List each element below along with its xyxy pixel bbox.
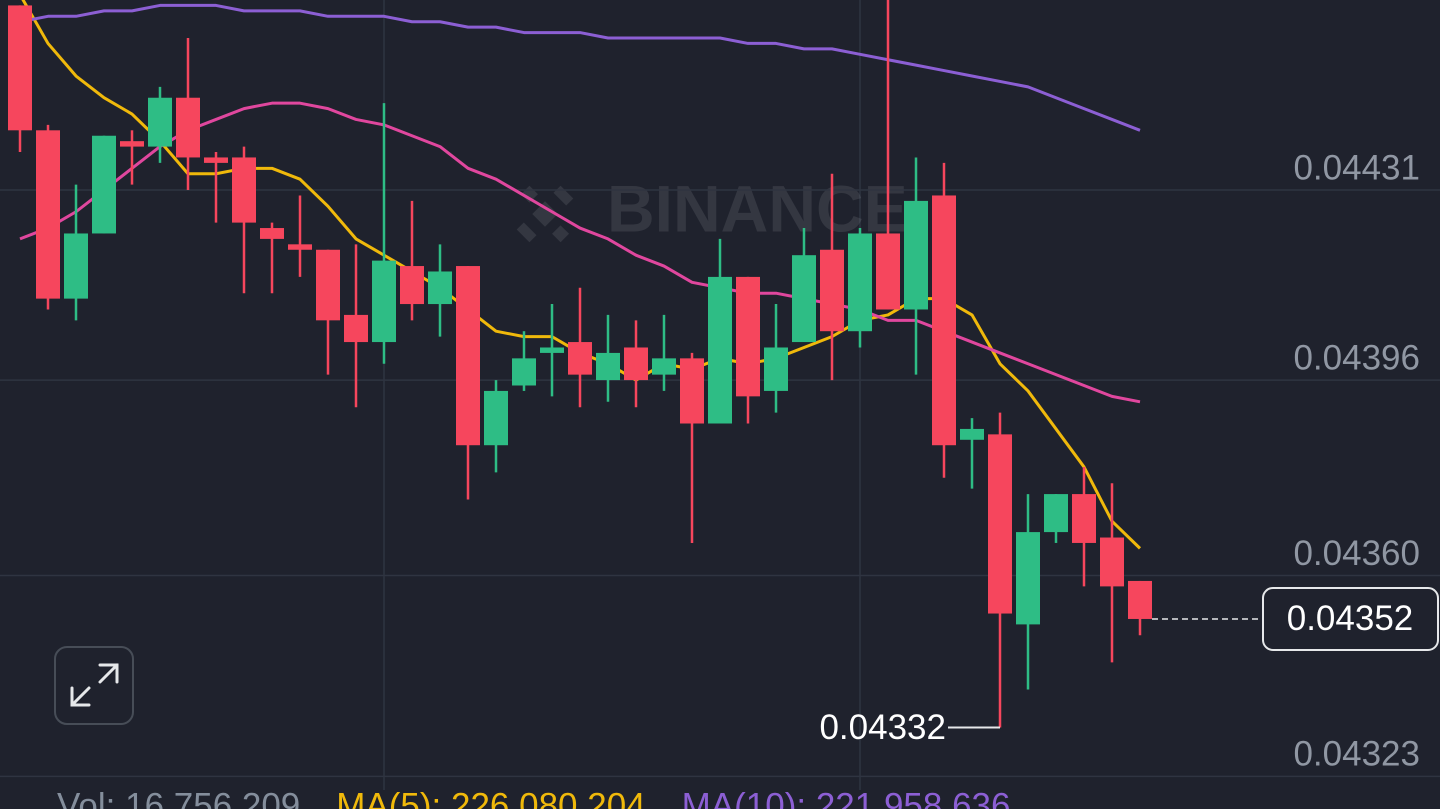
candle-body xyxy=(148,97,172,147)
y-tick-label: 0.04396 xyxy=(1293,338,1420,377)
candle-body xyxy=(708,276,732,424)
plot-area: 0.04431 0.04396 0.04360 0.04323 0.04332 0.043… xyxy=(0,0,1440,778)
low-annotation: 0.04332 xyxy=(819,708,946,747)
candle-body xyxy=(36,130,60,299)
candle-body xyxy=(792,255,816,343)
candle-body xyxy=(1100,537,1124,587)
candle-body xyxy=(1044,494,1068,533)
ma-line xyxy=(19,3,1141,132)
candle-body xyxy=(372,260,396,343)
candle-body xyxy=(316,249,340,321)
candle-body xyxy=(1016,532,1040,625)
candle-body xyxy=(764,347,788,391)
candle-body xyxy=(512,358,536,386)
candle-body xyxy=(204,157,228,163)
expand-icon[interactable] xyxy=(70,663,119,707)
y-tick-label: 0.04323 xyxy=(1293,735,1420,774)
candle-body xyxy=(1072,494,1096,543)
candle-body xyxy=(260,228,284,239)
candle-body xyxy=(624,347,648,381)
candle-body xyxy=(428,271,452,305)
candle-body xyxy=(8,5,32,131)
candle-body xyxy=(680,358,704,424)
candle-body xyxy=(820,249,844,332)
candle-body xyxy=(568,342,592,375)
expand-button[interactable] xyxy=(54,646,134,725)
candle-body xyxy=(176,97,200,158)
candle-body xyxy=(596,352,620,381)
candle-body xyxy=(736,276,760,397)
y-tick-label: 0.04360 xyxy=(1293,534,1420,573)
candle-body xyxy=(652,358,676,375)
candle-body xyxy=(848,233,872,332)
candle-body xyxy=(1128,580,1152,619)
volume-legend-text: MA(5): 226,080,204 xyxy=(336,786,645,809)
candle-body xyxy=(344,314,368,343)
volume-legend-text: MA(10): 221,958,636 xyxy=(682,786,1011,809)
candle-body xyxy=(876,233,900,310)
watermark: BINANCE xyxy=(516,171,908,245)
candle-body xyxy=(960,428,984,440)
candle-body xyxy=(540,347,564,353)
candle-body xyxy=(232,157,256,223)
candle-body xyxy=(120,141,144,147)
last-price-box xyxy=(1262,586,1439,651)
candle-body xyxy=(92,135,116,234)
watermark-text: BINANCE xyxy=(607,171,908,245)
expand-button-frame[interactable] xyxy=(54,646,134,725)
candle-body xyxy=(288,244,312,250)
volume-legend-text: Vol: 16,756,209 xyxy=(57,786,300,809)
candle-body xyxy=(484,390,508,446)
last-price-label: 0.04352 xyxy=(1287,599,1414,638)
candle-body xyxy=(456,266,480,446)
candle-body xyxy=(932,195,956,446)
candle-body xyxy=(904,200,928,310)
candle-body xyxy=(64,233,88,299)
candle-body xyxy=(988,434,1012,614)
candle-body xyxy=(400,266,424,305)
y-tick-label: 0.04431 xyxy=(1293,148,1420,187)
